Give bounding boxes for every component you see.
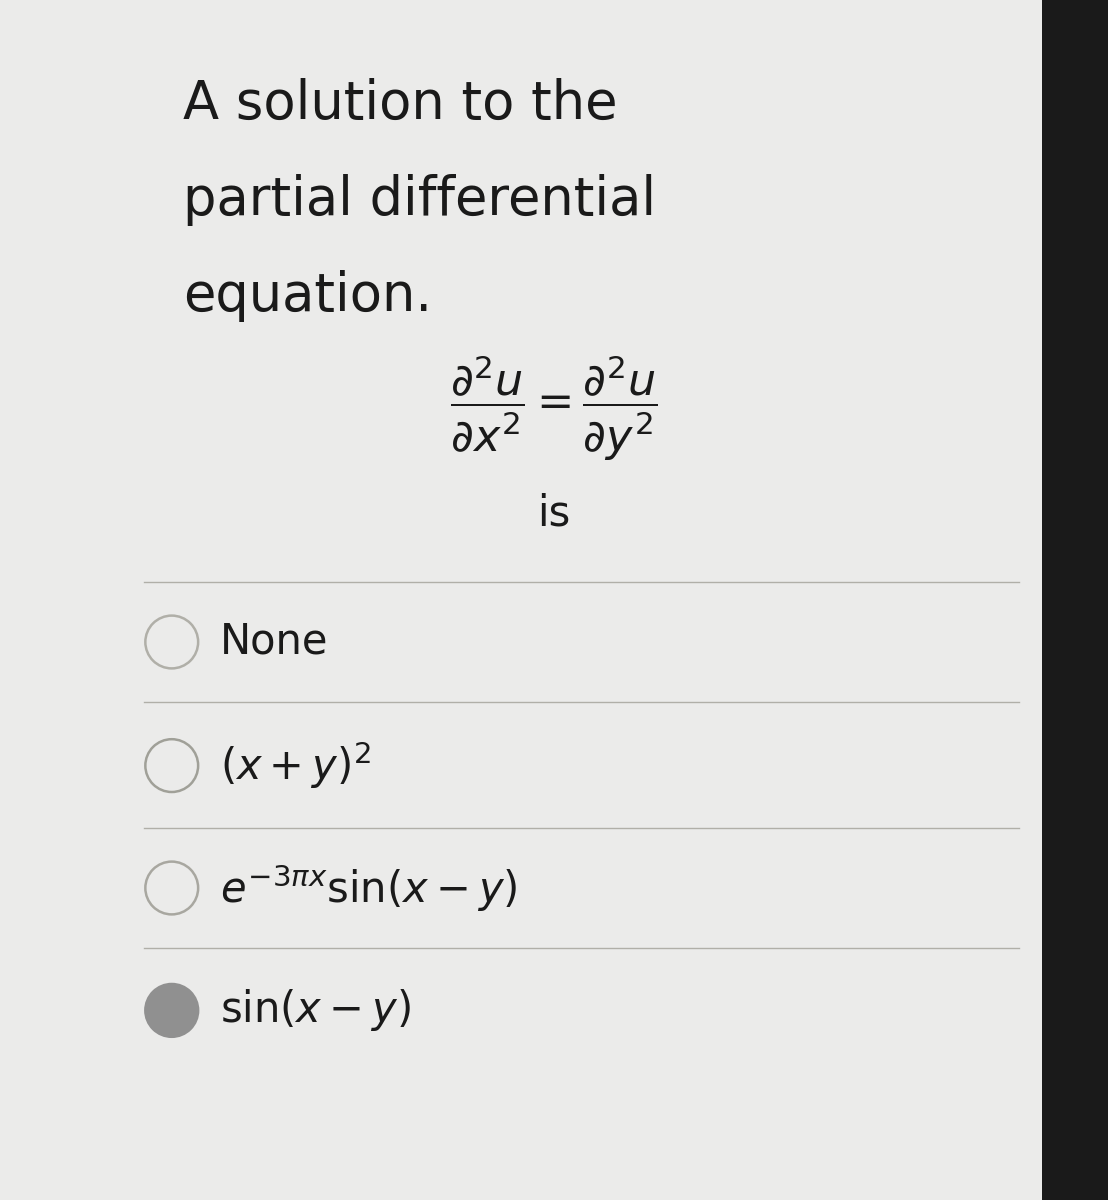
Text: partial differential: partial differential bbox=[183, 174, 656, 226]
Bar bbox=[1042, 0, 1108, 1200]
Text: $\dfrac{\partial^2 u}{\partial x^2} = \dfrac{\partial^2 u}{\partial y^2}$: $\dfrac{\partial^2 u}{\partial x^2} = \d… bbox=[450, 354, 658, 462]
Ellipse shape bbox=[145, 984, 198, 1037]
Text: $(x + y)^2$: $(x + y)^2$ bbox=[220, 740, 371, 791]
Text: is: is bbox=[537, 492, 571, 535]
Text: $e^{-3\pi x} \sin(x - y)$: $e^{-3\pi x} \sin(x - y)$ bbox=[220, 863, 517, 913]
Text: $\sin(x - y)$: $\sin(x - y)$ bbox=[220, 988, 411, 1033]
Text: equation.: equation. bbox=[183, 270, 432, 322]
Text: None: None bbox=[220, 622, 329, 662]
Text: A solution to the: A solution to the bbox=[183, 78, 617, 130]
